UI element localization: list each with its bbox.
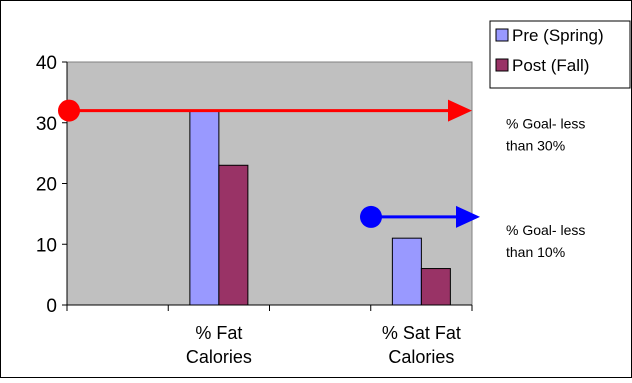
legend-swatch: [495, 28, 509, 42]
annotation-label: % Goal- less than 10%: [506, 222, 585, 260]
x-tick-label: % Sat Fat Calories: [382, 323, 461, 367]
legend-label: Post (Fall): [512, 56, 589, 75]
legend-label: Pre (Spring): [512, 26, 604, 45]
legend-swatch: [495, 58, 509, 72]
annotation-arrowhead: [448, 99, 472, 122]
bar: [391, 237, 422, 306]
annotation-label: % Goal- less than 30%: [506, 116, 585, 154]
legend: Pre (Spring) Post (Fall): [489, 20, 631, 89]
bars: [189, 110, 451, 306]
annotation-label-line: % Goal- less: [506, 222, 585, 238]
annotations: % Goal- less than 30% % Goal- less than 10%: [58, 99, 585, 260]
x-tick-label-line: Calories: [186, 347, 252, 367]
annotation-label-line: % Goal- less: [506, 116, 585, 132]
bar: [189, 110, 220, 306]
annotation-arrowhead: [456, 205, 480, 228]
y-tick-label: 40: [36, 53, 57, 74]
x-tick-label: % Fat Calories: [186, 323, 252, 367]
y-tick-label: 10: [36, 235, 57, 256]
annotation-label-line: than 30%: [506, 138, 565, 154]
x-axis: % Fat Calories % Sat Fat Calories: [66, 304, 473, 367]
y-tick-label: 20: [36, 175, 57, 196]
y-axis: 0 10 20 30 40: [36, 53, 68, 317]
y-tick-label: 30: [36, 114, 57, 135]
y-tick-label: 0: [46, 296, 57, 317]
x-tick-label-line: % Sat Fat: [382, 323, 461, 343]
annotation-label-line: than 10%: [506, 244, 565, 260]
bar: [218, 164, 249, 306]
bar: [420, 268, 451, 306]
x-tick-label-line: % Fat: [195, 323, 242, 343]
legend-box: [489, 20, 631, 89]
x-tick-label-line: Calories: [388, 347, 454, 367]
